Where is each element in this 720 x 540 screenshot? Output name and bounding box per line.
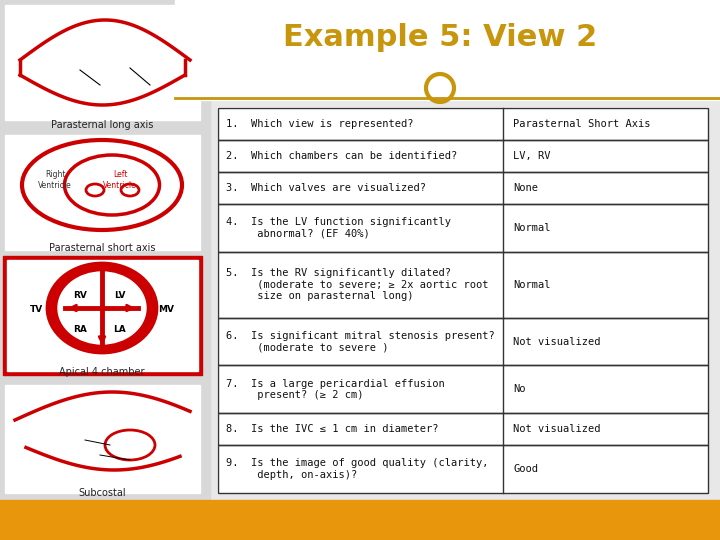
Bar bbox=[218, 252, 708, 318]
Bar bbox=[5, 135, 200, 250]
Text: 6.  Is significant mitral stenosis present?
     (moderate to severe ): 6. Is significant mitral stenosis presen… bbox=[226, 330, 495, 352]
Bar bbox=[7, 260, 198, 371]
Text: Right
Ventricle: Right Ventricle bbox=[38, 170, 72, 190]
Text: MV: MV bbox=[158, 306, 174, 314]
Bar bbox=[218, 445, 708, 493]
Text: LV: LV bbox=[114, 291, 126, 300]
Text: 4.  Is the LV function significantly
     abnormal? (EF 40%): 4. Is the LV function significantly abno… bbox=[226, 217, 451, 238]
Bar bbox=[0, 0, 210, 500]
Text: Good: Good bbox=[513, 464, 538, 474]
Ellipse shape bbox=[58, 272, 146, 344]
Bar bbox=[0, 500, 720, 540]
Ellipse shape bbox=[47, 263, 157, 353]
Text: LV, RV: LV, RV bbox=[513, 151, 551, 161]
Bar bbox=[5, 5, 200, 120]
Text: None: None bbox=[513, 183, 538, 193]
Text: TV: TV bbox=[30, 306, 44, 314]
Text: Not visualized: Not visualized bbox=[513, 424, 600, 434]
Text: Left
Ventricle: Left Ventricle bbox=[103, 170, 137, 190]
Text: Parasternal Short Axis: Parasternal Short Axis bbox=[513, 119, 650, 129]
Text: RA: RA bbox=[73, 326, 87, 334]
Bar bbox=[5, 385, 200, 493]
Text: 5.  Is the RV significantly dilated?
     (moderate to severe; ≥ 2x aortic root
: 5. Is the RV significantly dilated? (mod… bbox=[226, 268, 488, 301]
Text: 2.  Which chambers can be identified?: 2. Which chambers can be identified? bbox=[226, 151, 457, 161]
Bar bbox=[218, 413, 708, 445]
Bar bbox=[175, 0, 720, 100]
Text: Normal: Normal bbox=[513, 280, 551, 289]
Bar bbox=[218, 318, 708, 366]
Text: RV: RV bbox=[73, 291, 87, 300]
Bar bbox=[218, 140, 708, 172]
Text: 9.  Is the image of good quality (clarity,
     depth, on-axis)?: 9. Is the image of good quality (clarity… bbox=[226, 458, 488, 480]
Text: LA: LA bbox=[114, 326, 127, 334]
Text: Parasternal long axis: Parasternal long axis bbox=[51, 120, 153, 130]
Text: 7.  Is a large pericardial effusion
     present? (≥ 2 cm): 7. Is a large pericardial effusion prese… bbox=[226, 379, 445, 400]
Text: Not visualized: Not visualized bbox=[513, 336, 600, 347]
Text: 8.  Is the IVC ≤ 1 cm in diameter?: 8. Is the IVC ≤ 1 cm in diameter? bbox=[226, 424, 438, 434]
Text: 3.  Which valves are visualized?: 3. Which valves are visualized? bbox=[226, 183, 426, 193]
Text: Example 5: View 2: Example 5: View 2 bbox=[283, 24, 597, 52]
Text: Parasternal short axis: Parasternal short axis bbox=[49, 243, 156, 253]
Bar bbox=[3, 256, 202, 375]
Bar bbox=[218, 204, 708, 252]
Text: Normal: Normal bbox=[513, 222, 551, 233]
Text: Apical 4 chamber: Apical 4 chamber bbox=[59, 367, 145, 377]
Bar bbox=[218, 108, 708, 493]
Bar bbox=[218, 172, 708, 204]
Text: Subcostal: Subcostal bbox=[78, 488, 126, 498]
Bar bbox=[218, 366, 708, 413]
Bar bbox=[218, 108, 708, 140]
Text: No: No bbox=[513, 384, 526, 394]
Text: 1.  Which view is represented?: 1. Which view is represented? bbox=[226, 119, 413, 129]
